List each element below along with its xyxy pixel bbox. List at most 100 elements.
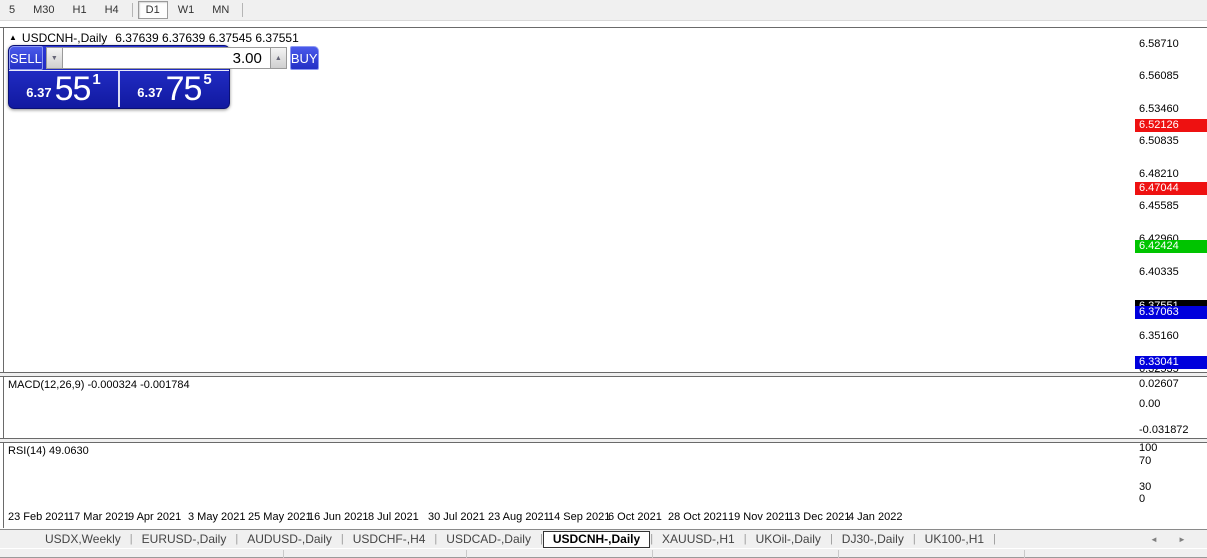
chart-left-border [3,27,4,528]
date-label: 8 Jul 2021 [368,511,419,523]
buy-price-pip: 5 [203,71,212,88]
date-label: 9 Apr 2021 [128,511,182,523]
date-label: 19 Nov 2021 [728,511,791,523]
timeframe-toolbar: 5 M30 H1 H4 D1 W1 MN [0,0,1207,21]
toolbar-separator [131,3,133,17]
price-tick-label: 6.45585 [1139,200,1179,212]
price-tick-label: 6.40335 [1139,266,1179,278]
hline-price-tag: 6.52126 [1135,119,1207,132]
chart-title: ▲ USDCNH-,Daily 6.37639 6.37639 6.37545 6.… [9,31,299,45]
chart-tab-audusd-daily[interactable]: AUDUSD-,Daily [247,532,332,546]
date-label: 28 Oct 2021 [668,511,728,523]
tab-separator: | [434,533,438,545]
chart-tab-usdchf-h4[interactable]: USDCHF-,H4 [352,532,426,546]
sell-button[interactable]: SELL [9,46,43,70]
rsi-tick-label: 100 [1139,442,1158,454]
sell-price-prefix: 6.37 [26,85,52,100]
sell-price[interactable]: 6.37 55 1 [9,71,118,107]
tab-separator: | [993,533,996,545]
volume-increase-icon: ▲ [274,54,282,62]
volume-control: ▼ ▲ [45,47,287,69]
symbol-title: USDCNH-,Daily [21,31,108,45]
rsi-tick-label: 30 [1139,481,1152,493]
date-label: 23 Feb 2021 [8,511,70,523]
status-strip-divider [652,550,653,558]
status-strip-divider [1024,550,1025,558]
tab-scroll-right-icon[interactable]: ► [1178,535,1186,544]
buy-price[interactable]: 6.37 75 5 [120,71,229,107]
tab-separator: | [650,533,654,545]
buy-button[interactable]: BUY [289,46,319,70]
chart-tab-usdcnh-daily[interactable]: USDCNH-,Daily [542,530,651,548]
chart-tab-usdcad-daily[interactable]: USDCAD-,Daily [446,532,531,546]
chart-tab-eurusd-daily[interactable]: EURUSD-,Daily [141,532,227,546]
date-label: 6 Oct 2021 [608,511,662,523]
date-label: 23 Aug 2021 [488,511,550,523]
chart-tab-bar: USDX,Weekly | EURUSD-,Daily | AUDUSD-,Daily |… [0,529,1207,548]
rsi-tick-label: 0 [1139,493,1146,505]
date-label: 3 May 2021 [188,511,246,523]
ohlc-values: 6.37639 6.37639 6.37545 6.37551 [115,31,299,45]
price-divider [118,71,120,107]
hline-price-tag: 6.42424 [1135,240,1207,253]
volume-input[interactable] [62,47,270,69]
macd-tick-label: 0.02607 [1139,378,1179,390]
price-tick-label: 6.58710 [1139,38,1179,50]
toolbar-separator [242,3,244,17]
tab-separator: | [539,533,543,545]
date-label: 25 May 2021 [248,511,312,523]
timeframe-button-mn[interactable]: MN [212,4,230,16]
date-label: 17 Mar 2021 [68,511,130,523]
timeframe-button-m30[interactable]: M30 [33,4,55,16]
timeframe-button-h1[interactable]: H1 [72,4,87,16]
volume-increase-button[interactable]: ▲ [269,47,287,69]
tab-separator: | [235,533,239,545]
price-tick-label: 6.50835 [1139,135,1179,147]
chart-tab-ukoil-daily[interactable]: UKOil-,Daily [755,532,821,546]
tab-separator: | [340,533,344,545]
buy-price-prefix: 6.37 [137,85,163,100]
price-tick-label: 6.56085 [1139,70,1179,82]
status-strip [0,548,1207,558]
date-label: 14 Sep 2021 [548,511,611,523]
tab-separator: | [829,533,833,545]
status-strip-divider [283,550,284,558]
date-label: 16 Jun 2021 [308,511,369,523]
hline-price-tag: 6.33041 [1135,356,1207,369]
buy-price-main: 75 [165,70,203,109]
collapse-arrow-icon[interactable]: ▲ [9,33,17,42]
date-label: 4 Jan 2022 [848,511,903,523]
chart-tab-xauusd-h1[interactable]: XAUUSD-,H1 [662,532,735,546]
volume-decrease-button[interactable]: ▼ [45,47,63,69]
date-label: 13 Dec 2021 [788,511,851,523]
chart-tab-dj30-daily[interactable]: DJ30-,Daily [841,532,904,546]
tab-scroll-left-icon[interactable]: ◄ [1150,535,1158,544]
timeframe-button-5[interactable]: 5 [9,4,16,16]
price-tick-label: 6.35160 [1139,330,1179,342]
status-strip-divider [466,550,467,558]
tab-separator: | [743,533,747,545]
macd-tick-label: -0.031872 [1139,424,1189,436]
macd-label: MACD(12,26,9) -0.000324 -0.001784 [8,379,190,391]
rsi-tick-label: 70 [1139,455,1152,467]
hline-price-tag: 6.37063 [1135,306,1207,319]
tab-separator: | [912,533,916,545]
sell-price-main: 55 [54,70,92,109]
timeframe-button-h4[interactable]: H4 [104,4,119,16]
toolbar-gap [0,20,1207,27]
rsi-pane-splitter[interactable] [0,438,1207,443]
date-label: 30 Jul 2021 [428,511,485,523]
macd-pane-splitter[interactable] [0,372,1207,377]
macd-tick-label: 0.00 [1139,398,1161,410]
chart-tab-uk100-h1[interactable]: UK100-,H1 [924,532,985,546]
chart-tab-usdx-weekly[interactable]: USDX,Weekly [45,532,121,546]
timeframe-button-w1[interactable]: W1 [177,4,195,16]
tab-separator: | [129,533,133,545]
price-tick-label: 6.53460 [1139,103,1179,115]
volume-decrease-icon: ▼ [50,54,58,62]
sell-price-pip: 1 [92,71,101,88]
timeframe-button-d1[interactable]: D1 [137,1,168,19]
rsi-label: RSI(14) 49.0630 [8,445,89,457]
